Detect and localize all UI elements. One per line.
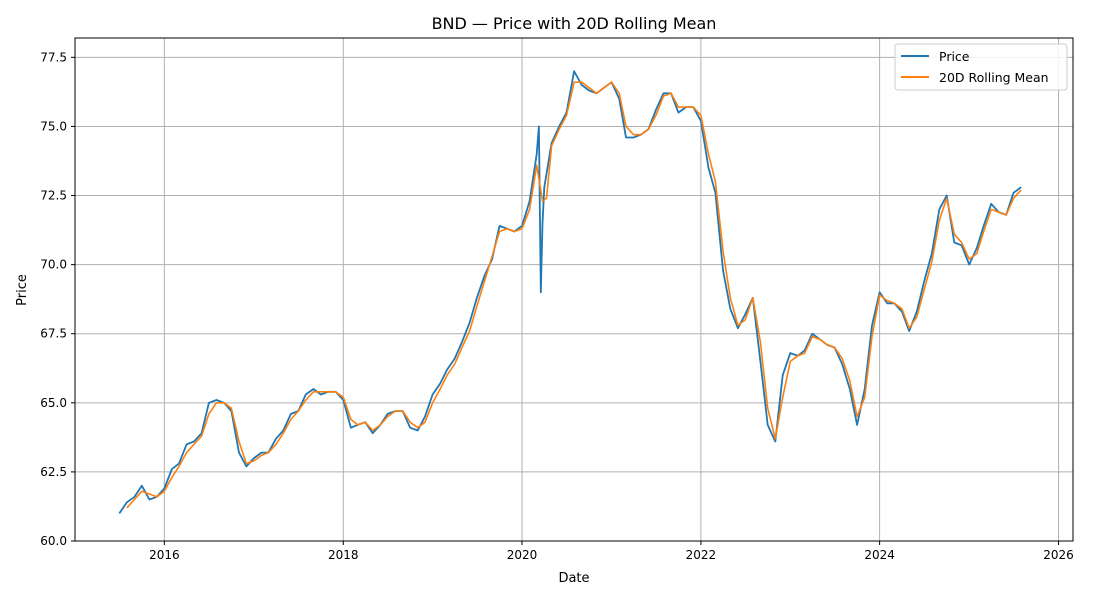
legend-label-price: Price xyxy=(939,49,970,64)
price-line xyxy=(118,70,1022,514)
y-tick-label: 72.5 xyxy=(40,189,67,203)
x-tick-label: 2016 xyxy=(149,548,180,562)
x-tick-label: 2018 xyxy=(328,548,359,562)
y-tick-label: 60.0 xyxy=(40,534,67,548)
x-axis-label: Date xyxy=(558,571,589,586)
y-tick-label: 62.5 xyxy=(40,465,67,479)
x-tick-label: 2020 xyxy=(507,548,538,562)
y-tick-label: 65.0 xyxy=(40,396,67,410)
y-tick-label: 77.5 xyxy=(40,50,67,64)
legend-label-rolling-mean: 20D Rolling Mean xyxy=(939,70,1049,85)
y-tick-label: 70.0 xyxy=(40,258,67,272)
tick-layer: 2016 2018 2020 2022 2024 2026 60.0 62.5 65.0 67.5… xyxy=(40,50,1074,562)
series-layer xyxy=(118,70,1022,514)
legend: Price 20D Rolling Mean xyxy=(894,43,1068,91)
legend-box xyxy=(894,43,1068,91)
rolling-mean-line xyxy=(126,81,1022,509)
chart-title: BND — Price with 20D Rolling Mean xyxy=(432,14,717,33)
y-axis-label: Price xyxy=(15,274,30,306)
y-tick-label: 75.0 xyxy=(40,119,67,133)
x-tick-label: 2022 xyxy=(686,548,717,562)
x-tick-label: 2026 xyxy=(1043,548,1074,562)
plot-frame xyxy=(74,37,1074,542)
y-tick-label: 67.5 xyxy=(40,327,67,341)
x-tick-label: 2024 xyxy=(864,548,895,562)
